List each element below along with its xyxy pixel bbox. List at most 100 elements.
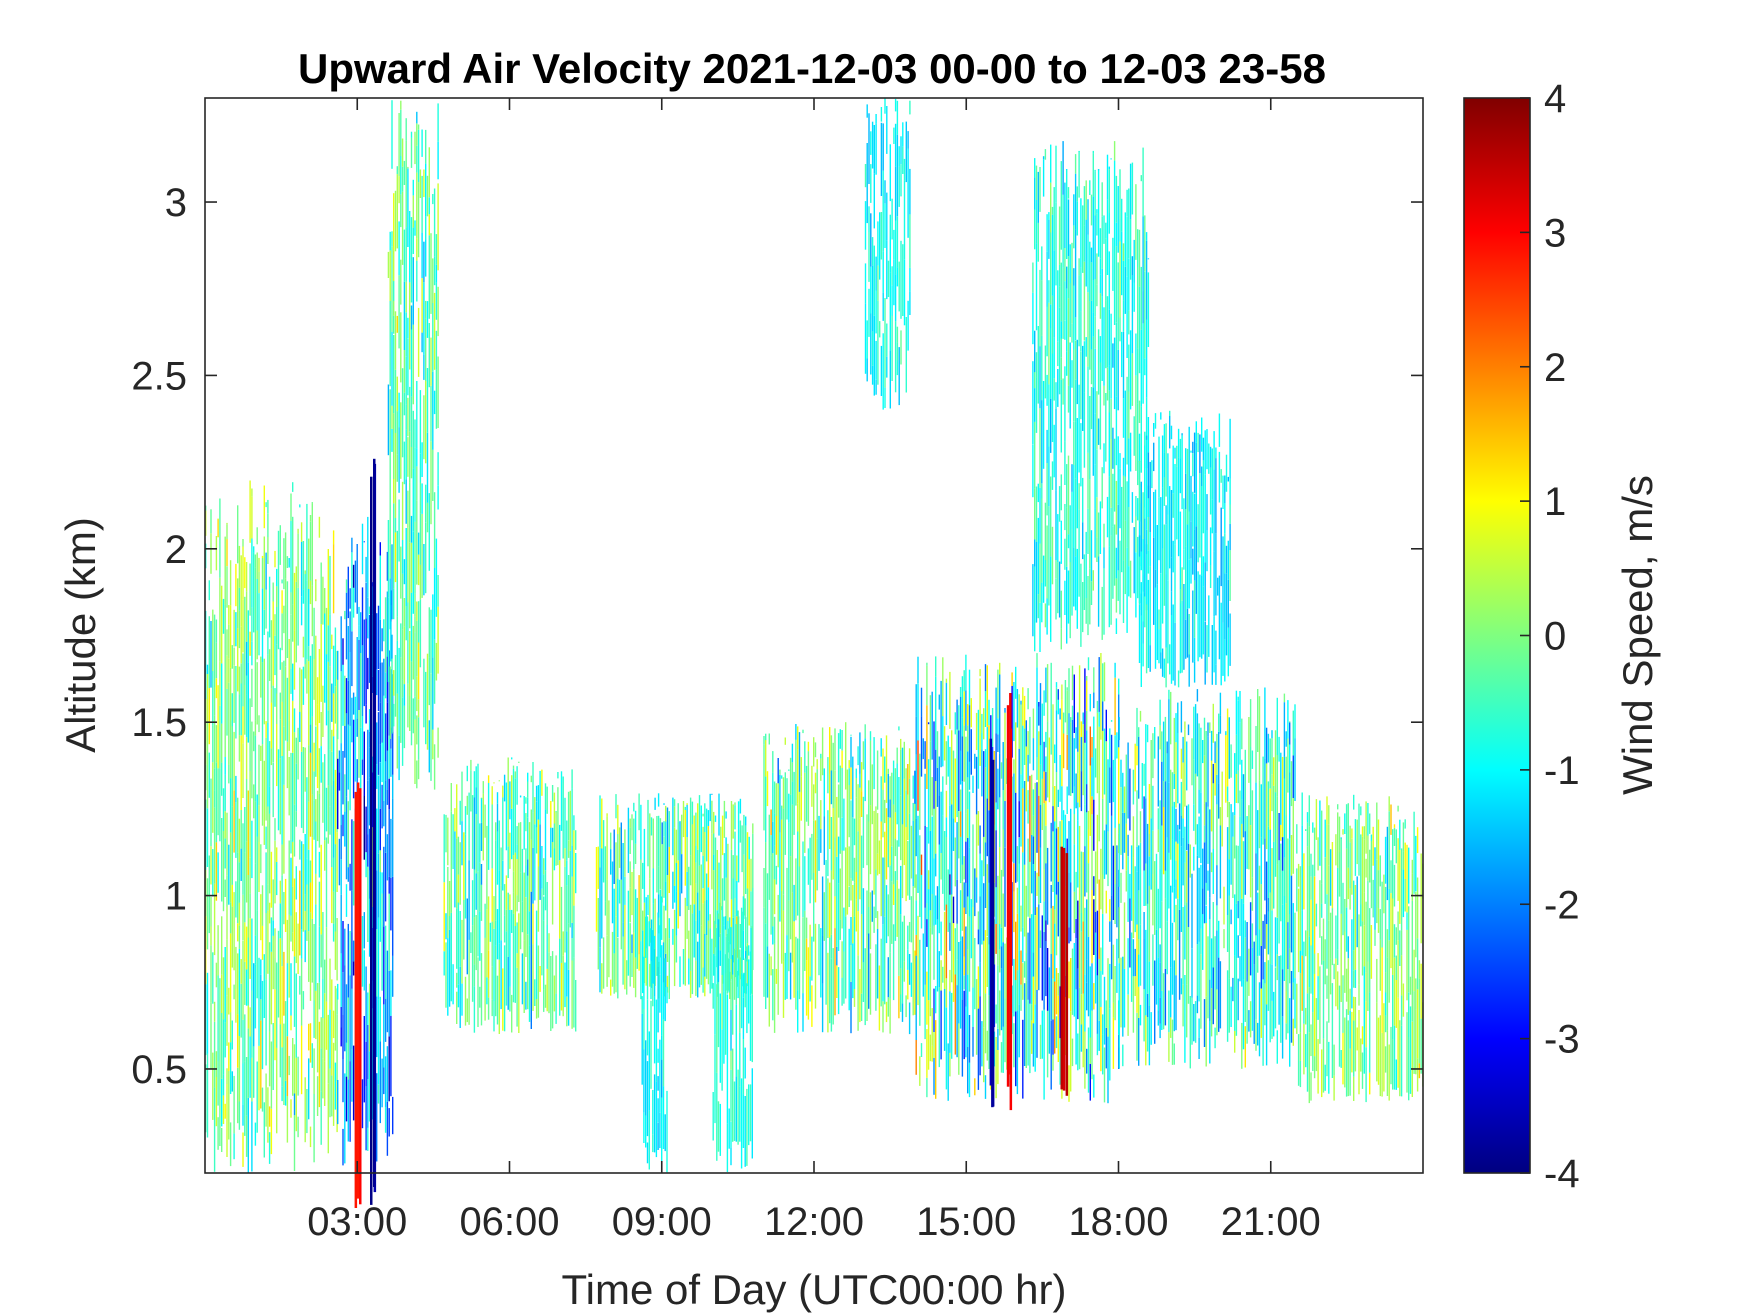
heatmap-cell	[793, 884, 795, 922]
heatmap-cell	[1126, 276, 1128, 358]
heatmap-cell	[304, 930, 306, 963]
heatmap-cell	[318, 982, 321, 1010]
heatmap-cell	[276, 724, 278, 787]
heatmap-cell	[277, 530, 280, 583]
heatmap-cell	[509, 909, 511, 987]
heatmap-cell	[1022, 725, 1024, 789]
heatmap-cell	[1251, 750, 1254, 769]
heatmap-cell	[459, 966, 461, 1028]
heatmap-cell	[222, 598, 225, 634]
heatmap-cell	[805, 917, 808, 939]
heatmap-cell	[843, 907, 845, 952]
heatmap-cell	[1239, 790, 1241, 817]
heatmap-cell	[611, 861, 614, 924]
heatmap-cell	[688, 866, 690, 910]
heatmap-cell	[981, 860, 983, 945]
heatmap-cell	[1023, 961, 1026, 978]
heatmap-cell	[961, 781, 964, 865]
heatmap-cell	[283, 538, 285, 590]
heatmap-cell	[850, 945, 852, 982]
heatmap-cell	[394, 311, 397, 370]
heatmap-cell	[1122, 772, 1124, 813]
heatmap-cell	[1105, 709, 1107, 742]
heatmap-cell	[1271, 738, 1273, 775]
heatmap-cell	[398, 221, 400, 276]
heatmap-cell	[258, 715, 260, 733]
heatmap-cell	[390, 878, 392, 931]
heatmap-cell	[1204, 585, 1206, 622]
heatmap-cell	[235, 802, 237, 858]
heatmap-cell	[1126, 547, 1128, 633]
heatmap-cell	[530, 950, 532, 1029]
heatmap-cell	[1337, 867, 1339, 950]
heatmap-cell	[726, 1059, 729, 1124]
heatmap-cell	[1310, 899, 1312, 946]
heatmap-cell	[896, 134, 899, 217]
heatmap-cell	[659, 818, 662, 890]
heatmap-cell	[1271, 1000, 1273, 1039]
heatmap-cell	[525, 981, 527, 1010]
heatmap-cell	[1103, 307, 1105, 386]
heatmap-cell	[875, 944, 877, 1011]
heatmap-cell	[498, 820, 500, 871]
heatmap-cell	[1051, 526, 1054, 585]
heatmap-cell	[945, 741, 948, 785]
heatmap-cell	[1120, 957, 1122, 1028]
heatmap-cell	[665, 928, 667, 954]
heatmap-cell	[407, 602, 409, 684]
heatmap-cell	[425, 300, 427, 319]
heatmap-cell	[1129, 560, 1132, 598]
heatmap-cell	[611, 931, 614, 987]
heatmap-cell	[389, 455, 391, 545]
heatmap-cell	[1195, 526, 1197, 614]
heatmap-cell	[1386, 826, 1389, 901]
heatmap-cell	[1102, 730, 1104, 799]
heatmap-cell	[1129, 219, 1132, 280]
heatmap-cell	[963, 907, 965, 957]
heatmap-cell	[281, 579, 283, 584]
heatmap-cell	[1110, 439, 1112, 508]
heatmap-cell	[1032, 564, 1034, 637]
heatmap-cell	[781, 775, 783, 779]
heatmap-cell	[1159, 997, 1161, 1024]
heatmap-cell	[876, 911, 879, 929]
heatmap-cell	[852, 943, 854, 999]
heatmap-cell	[1054, 923, 1056, 982]
heatmap-cell	[1103, 830, 1106, 879]
heatmap-cell	[977, 1008, 980, 1090]
heatmap-cell	[914, 803, 916, 888]
heatmap-cell	[668, 811, 670, 847]
heatmap-cell	[853, 916, 856, 989]
heatmap-cell	[1057, 995, 1059, 1062]
heatmap-cell	[788, 793, 790, 823]
heatmap-cell	[332, 736, 335, 781]
colorbar-tick-label: -1	[1544, 749, 1580, 793]
heatmap-cell	[212, 725, 214, 763]
y-tick-label: 1.5	[131, 701, 187, 745]
heatmap-cell	[247, 937, 249, 1006]
heatmap-cell	[1399, 819, 1401, 850]
heatmap-cell	[1101, 296, 1103, 381]
heatmap-cell	[1105, 1027, 1107, 1069]
heatmap-cell	[311, 837, 313, 919]
heatmap-cell	[491, 786, 493, 805]
heatmap-cell	[869, 731, 872, 741]
heatmap-cell	[1319, 800, 1321, 866]
heatmap-cell	[809, 837, 811, 904]
heatmap-cell	[302, 747, 305, 834]
heatmap-cell	[292, 752, 294, 842]
heatmap-cell	[1140, 615, 1142, 687]
heatmap-cell	[409, 282, 411, 370]
heatmap-cell	[1106, 296, 1109, 368]
heatmap-cell	[1089, 479, 1091, 569]
heatmap-cell	[784, 772, 786, 855]
heatmap-cell	[1210, 730, 1213, 761]
x-tick-label: 12:00	[764, 1200, 864, 1244]
strong-velocity-column	[354, 791, 358, 1208]
heatmap-cell	[1089, 966, 1091, 1038]
heatmap-cell	[1092, 387, 1094, 476]
heatmap-cell	[716, 1072, 718, 1161]
heatmap-cell	[624, 904, 626, 990]
heatmap-cell	[1185, 448, 1187, 474]
heatmap-cell	[707, 920, 710, 985]
